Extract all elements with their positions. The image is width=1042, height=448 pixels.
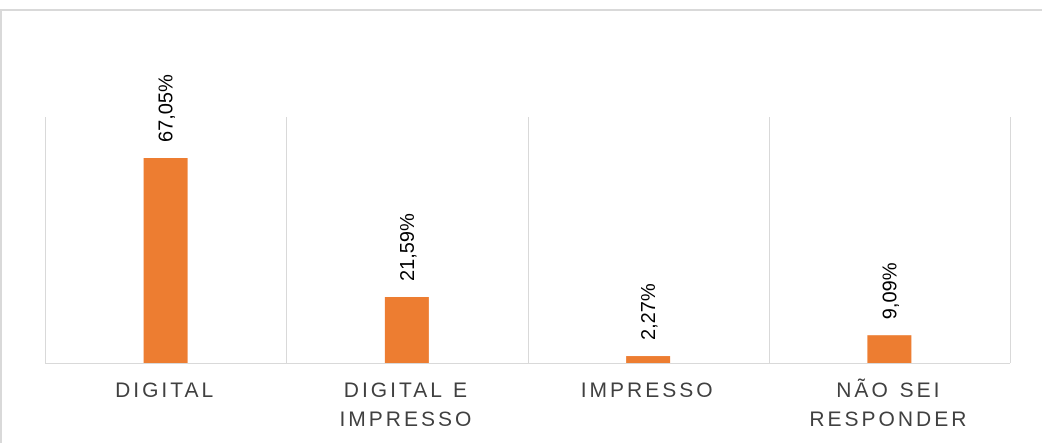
- category-label: NÃO SEI RESPONDER: [809, 378, 969, 431]
- bar: [626, 356, 671, 363]
- data-label: 67,05%: [156, 74, 178, 142]
- bar: [867, 335, 912, 363]
- bar: [143, 158, 188, 363]
- data-label: 2,27%: [638, 283, 660, 340]
- category-label: DIGITAL E IMPRESSO: [339, 379, 474, 431]
- gridline-layer: [45, 117, 1011, 364]
- category-label-line: RESPONDER: [809, 408, 969, 431]
- category-label-line: NÃO SEI: [836, 378, 942, 402]
- bar: [384, 296, 429, 363]
- category-label: IMPRESSO: [581, 379, 716, 402]
- category-label: DIGITAL: [115, 379, 216, 402]
- category-label-line: IMPRESSO: [581, 379, 716, 402]
- chart-border-layer: [0, 9, 1042, 443]
- category-label-line: IMPRESSO: [339, 408, 474, 431]
- data-label: 21,59%: [397, 213, 419, 281]
- category-label-line: DIGITAL: [115, 379, 216, 402]
- data-label: 9,09%: [879, 262, 901, 319]
- category-label-layer: DIGITAL DIGITAL E IMPRESSO IMPRESSO NÃO SEI R…: [115, 378, 969, 431]
- bar-layer: [143, 158, 912, 363]
- category-label-line: DIGITAL E: [344, 379, 470, 402]
- data-label-layer: 67,05% 21,59% 2,27% 9,09%: [156, 74, 902, 340]
